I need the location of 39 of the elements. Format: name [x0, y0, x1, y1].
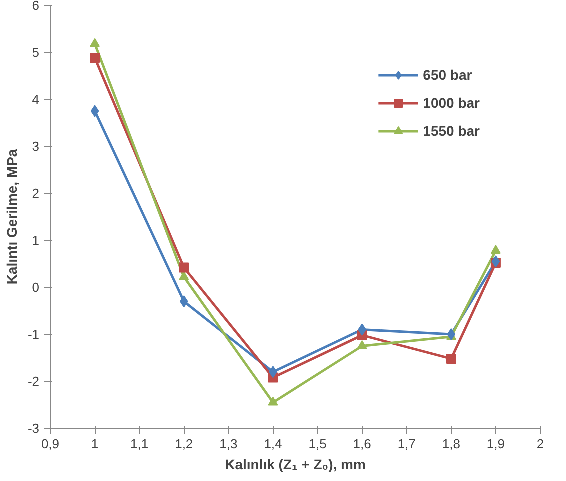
x-tick-label: 1,5 [308, 436, 327, 452]
x-axis-title: Kalınlık (Z₁ + Z₀), mm [225, 456, 366, 472]
point [180, 296, 188, 308]
y-axis-title: Kalıntı Gerilme, MPa [4, 149, 20, 285]
x-tick-label: 1,1 [130, 436, 149, 452]
legend-label: 1000 bar [423, 95, 480, 111]
x-tick-label: 1,9 [486, 436, 505, 452]
point [179, 262, 190, 273]
x-tick-label: 1,4 [264, 436, 282, 452]
y-tick-label: 3 [32, 139, 40, 154]
y-tick-label: 1 [32, 233, 40, 248]
y-tick-label: 6 [32, 0, 40, 13]
point [90, 38, 100, 48]
x-tick-label: 1,6 [353, 436, 372, 452]
y-tick-label: 5 [32, 45, 40, 60]
point [492, 256, 500, 268]
y-tick-label: 0 [32, 280, 40, 295]
x-tick-label: 1 [91, 436, 99, 452]
x-tick-label: 1,8 [442, 436, 460, 452]
point [357, 340, 368, 350]
legend-label: 1550 bar [423, 123, 480, 139]
point [90, 105, 100, 118]
y-tick-label: -1 [28, 327, 40, 342]
y-tick-label: -2 [28, 374, 40, 389]
point [90, 53, 100, 64]
x-tick-label: 1,2 [175, 436, 194, 452]
point [446, 354, 456, 364]
x-tick-label: 0,9 [41, 436, 60, 452]
y-tick-label: -3 [28, 421, 40, 436]
x-tick-label: 2 [536, 436, 544, 452]
y-tick-label: 2 [32, 186, 40, 201]
x-tick-label: 1,3 [220, 436, 238, 452]
legend-label: 650 bar [423, 67, 472, 83]
x-tick-label: 1,7 [398, 436, 416, 452]
point [447, 328, 456, 340]
point [179, 271, 190, 280]
point [490, 245, 501, 254]
y-tick-label: 4 [32, 92, 40, 107]
point [268, 396, 278, 406]
